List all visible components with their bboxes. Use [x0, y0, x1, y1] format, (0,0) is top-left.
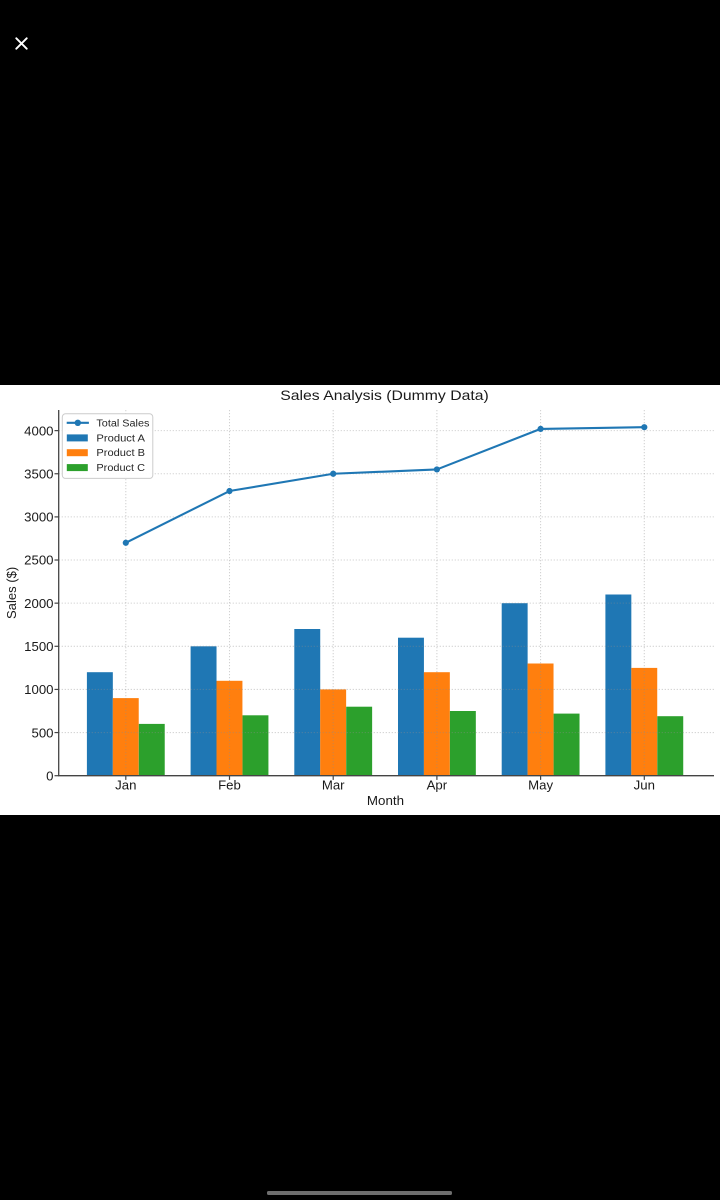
svg-text:Total Sales: Total Sales — [96, 418, 149, 429]
svg-text:500: 500 — [31, 725, 53, 740]
svg-text:4000: 4000 — [24, 423, 53, 438]
svg-text:2500: 2500 — [24, 553, 53, 568]
svg-text:May: May — [528, 778, 553, 793]
svg-text:Jan: Jan — [115, 778, 136, 793]
svg-text:Jun: Jun — [634, 778, 655, 793]
svg-text:0: 0 — [46, 768, 53, 783]
svg-text:Sales Analysis (Dummy Data): Sales Analysis (Dummy Data) — [280, 387, 489, 403]
svg-text:Mar: Mar — [322, 778, 345, 793]
svg-text:1500: 1500 — [24, 639, 53, 654]
svg-text:3500: 3500 — [24, 466, 53, 481]
svg-text:3000: 3000 — [24, 510, 53, 525]
svg-text:Apr: Apr — [427, 778, 448, 793]
svg-text:Product A: Product A — [96, 433, 145, 444]
svg-text:Feb: Feb — [218, 778, 241, 793]
svg-text:Product B: Product B — [96, 448, 145, 459]
svg-text:Sales ($): Sales ($) — [4, 567, 19, 619]
svg-text:2000: 2000 — [24, 596, 53, 611]
svg-text:Product C: Product C — [96, 463, 145, 474]
svg-text:Month: Month — [367, 793, 404, 808]
svg-text:1000: 1000 — [24, 682, 53, 697]
